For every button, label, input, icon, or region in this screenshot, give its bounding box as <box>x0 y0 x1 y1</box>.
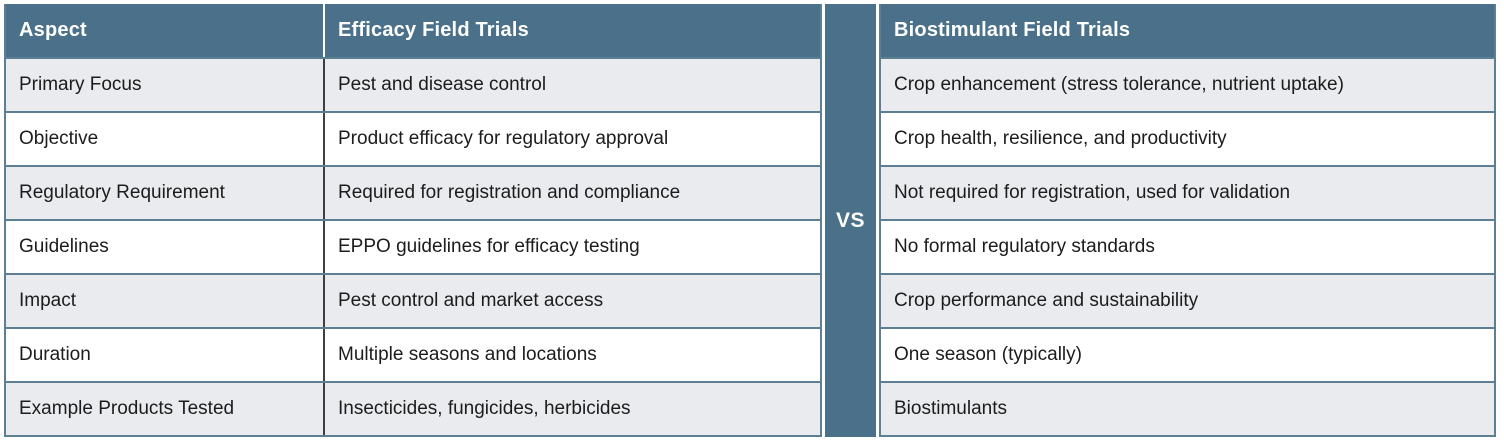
biostimulant-value-cell: Biostimulants <box>894 398 1007 419</box>
efficacy-value-cell: Insecticides, fungicides, herbicides <box>338 398 631 419</box>
biostimulant-table: Biostimulant Field Trials Crop enhanceme… <box>879 4 1496 437</box>
efficacy-table-body: Primary Focus Pest and disease control Obj… <box>6 57 820 435</box>
aspect-cell: Impact <box>6 275 325 327</box>
aspect-cell: Duration <box>6 329 325 381</box>
table-row: Crop health, resilience, and productivit… <box>881 111 1494 165</box>
table-row: Biostimulants <box>881 381 1494 435</box>
comparison-table: Aspect Efficacy Field Trials Primary Foc… <box>4 4 1504 437</box>
biostimulant-table-body: Crop enhancement (stress tolerance, nutr… <box>881 57 1494 435</box>
biostimulant-table-header-row: Biostimulant Field Trials <box>881 4 1494 57</box>
vs-strip: VS <box>825 4 876 437</box>
table-row: Primary Focus Pest and disease control <box>6 57 820 111</box>
vs-divider: VS <box>822 4 879 437</box>
biostimulant-value-cell: Not required for registration, used for … <box>894 182 1291 203</box>
aspect-cell: Regulatory Requirement <box>6 167 325 219</box>
table-row: Example Products Tested Insecticides, fun… <box>6 381 820 435</box>
biostimulant-value-cell: Crop health, resilience, and productivit… <box>894 128 1227 149</box>
biostimulant-value-cell: One season (typically) <box>894 344 1082 365</box>
table-row: Regulatory Requirement Required for regis… <box>6 165 820 219</box>
table-row: Objective Product efficacy for regulatory… <box>6 111 820 165</box>
biostimulant-value-cell: Crop enhancement (stress tolerance, nutr… <box>894 74 1344 95</box>
table-row: Duration Multiple seasons and locations <box>6 327 820 381</box>
vs-label: VS <box>835 208 865 232</box>
efficacy-value-cell: Pest and disease control <box>338 74 547 95</box>
efficacy-value-cell: Required for registration and compliance <box>338 182 681 203</box>
efficacy-value-cell: Pest control and market access <box>338 290 604 311</box>
table-row: One season (typically) <box>881 327 1494 381</box>
efficacy-value-cell: Product efficacy for regulatory approval <box>338 128 669 149</box>
aspect-cell: Guidelines <box>6 221 325 273</box>
aspect-column-header: Aspect <box>6 4 325 57</box>
efficacy-column-header: Efficacy Field Trials <box>338 19 529 41</box>
biostimulant-value-cell: Crop performance and sustainability <box>894 290 1199 311</box>
table-row: Guidelines EPPO guidelines for efficacy t… <box>6 219 820 273</box>
table-row: Impact Pest control and market access <box>6 273 820 327</box>
aspect-cell: Primary Focus <box>6 59 325 111</box>
aspect-cell: Objective <box>6 113 325 165</box>
table-row: Not required for registration, used for … <box>881 165 1494 219</box>
biostimulant-value-cell: No formal regulatory standards <box>894 236 1155 257</box>
table-row: Crop enhancement (stress tolerance, nutr… <box>881 57 1494 111</box>
aspect-cell: Example Products Tested <box>6 383 325 435</box>
efficacy-table: Aspect Efficacy Field Trials Primary Foc… <box>4 4 822 437</box>
efficacy-value-cell: EPPO guidelines for efficacy testing <box>338 236 640 257</box>
efficacy-table-header-row: Aspect Efficacy Field Trials <box>6 4 820 57</box>
table-row: No formal regulatory standards <box>881 219 1494 273</box>
efficacy-value-cell: Multiple seasons and locations <box>338 344 597 365</box>
biostimulant-column-header: Biostimulant Field Trials <box>894 19 1131 41</box>
table-row: Crop performance and sustainability <box>881 273 1494 327</box>
